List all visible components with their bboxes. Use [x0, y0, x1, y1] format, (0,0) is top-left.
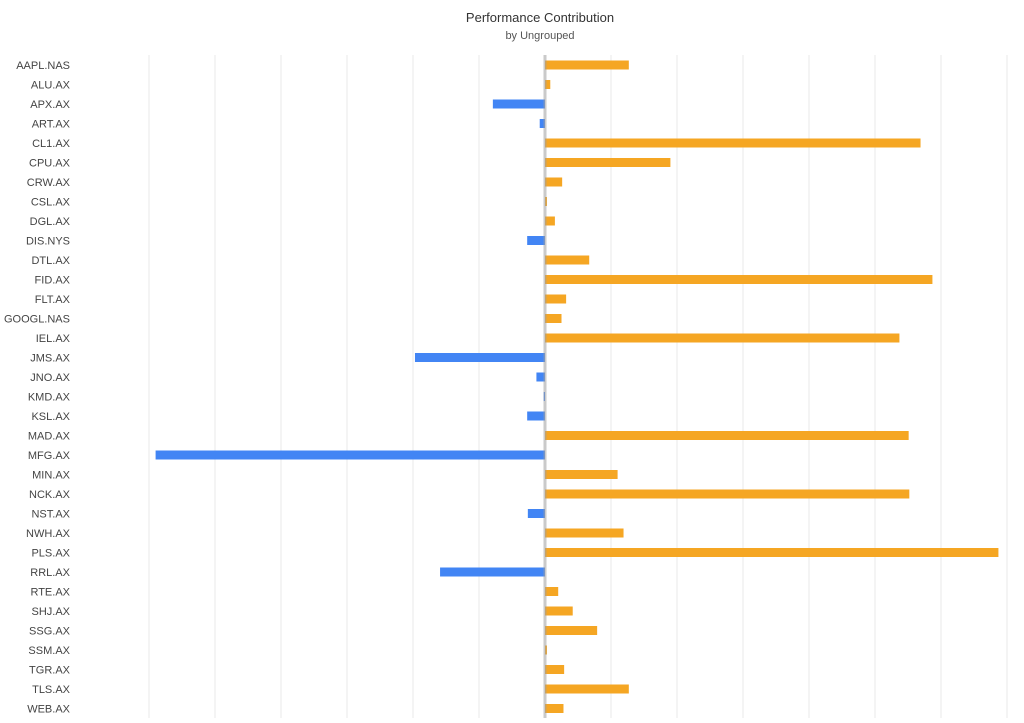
bar: [545, 704, 564, 713]
bar: [545, 548, 999, 557]
y-tick-label: PLS.AX: [31, 548, 70, 560]
y-tick-label: ALU.AX: [31, 80, 71, 92]
bar: [492, 99, 545, 109]
bar: [545, 255, 590, 265]
bar: [545, 470, 618, 479]
y-tick-label: DIS.NYS: [26, 236, 70, 248]
y-tick-label: NST.AX: [31, 509, 70, 521]
bar: [545, 294, 567, 304]
bar: [545, 80, 551, 89]
bar: [440, 567, 545, 577]
y-tick-label: RRL.AX: [30, 567, 70, 579]
bar: [545, 606, 573, 616]
y-tick-label: CPU.AX: [29, 158, 71, 170]
bar: [545, 489, 910, 499]
bar: [545, 333, 900, 343]
y-tick-label: FLT.AX: [35, 294, 71, 306]
chart-title: Performance Contribution: [465, 10, 615, 25]
y-tick-label: KSL.AX: [31, 411, 70, 423]
y-tick-label: FID.AX: [35, 275, 71, 287]
y-tick-label: IEL.AX: [36, 333, 71, 345]
bar: [414, 353, 545, 362]
bar: [545, 587, 559, 596]
y-tick-label: CSL.AX: [31, 197, 71, 209]
bar: [545, 528, 624, 538]
bar: [527, 411, 545, 421]
bar: [527, 236, 545, 245]
bar: [545, 684, 629, 694]
y-tick-label: CL1.AX: [32, 138, 71, 150]
bar: [545, 177, 563, 187]
y-tick-label: TLS.AX: [32, 684, 71, 696]
bar: [545, 314, 562, 323]
bar: [545, 60, 629, 70]
bar: [545, 431, 909, 440]
bar: [545, 158, 671, 167]
y-tick-label: SSG.AX: [29, 626, 71, 638]
bar: [155, 450, 545, 460]
y-tick-label: MFG.AX: [28, 450, 71, 462]
y-tick-label: DTL.AX: [31, 255, 70, 267]
y-tick-label: SSM.AX: [28, 645, 70, 657]
zero-line: [543, 55, 547, 718]
y-tick-label: NWH.AX: [26, 528, 71, 540]
bar: [539, 119, 545, 128]
y-tick-label: GOOGL.NAS: [4, 314, 70, 326]
y-tick-label: RTE.AX: [30, 587, 70, 599]
bar: [545, 665, 565, 674]
y-tick-label: CRW.AX: [27, 177, 71, 189]
y-tick-label: TGR.AX: [29, 665, 71, 677]
y-tick-label: NCK.AX: [29, 489, 71, 501]
y-tick-label: ART.AX: [32, 119, 71, 131]
bar: [536, 372, 545, 382]
y-tick-label: KMD.AX: [28, 392, 71, 404]
y-tick-label: SHJ.AX: [31, 606, 70, 618]
bar: [545, 138, 921, 148]
y-tick-label: JNO.AX: [30, 372, 70, 384]
chart-subtitle: by Ungrouped: [505, 30, 575, 42]
bar: [545, 275, 933, 284]
y-tick-label: MIN.AX: [32, 470, 71, 482]
bar: [545, 626, 598, 635]
y-tick-label: DGL.AX: [30, 216, 71, 228]
y-tick-label: WEB.AX: [27, 704, 70, 716]
bar: [545, 216, 555, 226]
y-tick-label: AAPL.NAS: [16, 60, 70, 72]
y-tick-label: APX.AX: [30, 99, 70, 111]
y-tick-label: MAD.AX: [28, 431, 71, 443]
bar: [527, 509, 545, 518]
y-tick-label: JMS.AX: [30, 353, 70, 365]
